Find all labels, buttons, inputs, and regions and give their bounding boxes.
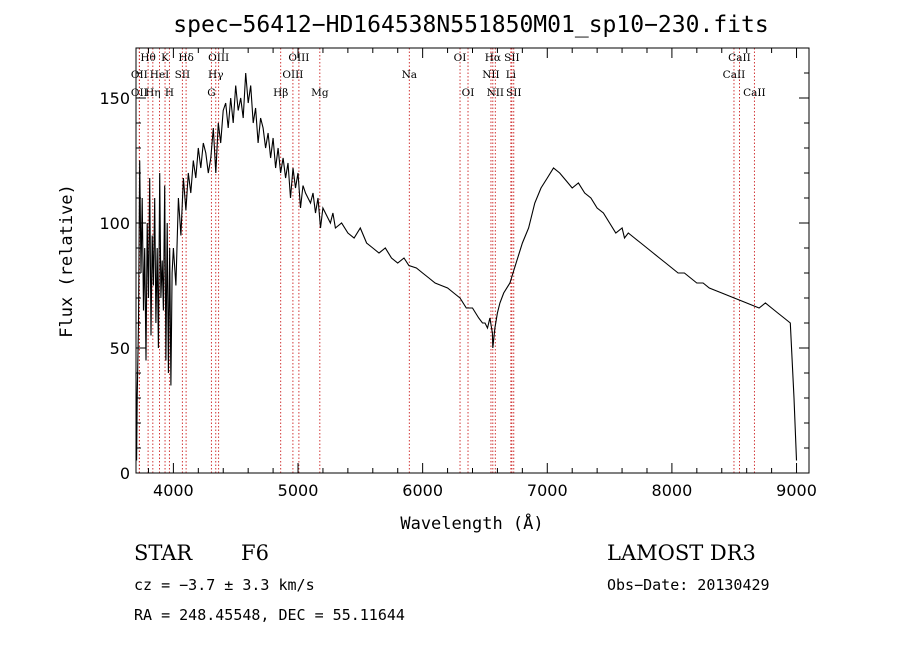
spectral-line-label: CaII xyxy=(723,69,746,81)
spectral-line-label: OIII xyxy=(282,69,303,81)
x-tick-label: 5000 xyxy=(278,481,319,500)
spectral-line-label: Mg xyxy=(311,87,329,99)
spectral-line-label: Hθ xyxy=(140,52,155,64)
observation-date: Obs−Date: 20130429 xyxy=(607,576,770,594)
x-tick-label: 4000 xyxy=(153,481,194,500)
spectral-line-label: Hα xyxy=(485,52,501,64)
spectral-line-label: OII xyxy=(131,87,148,99)
spectral-line-label: OI xyxy=(454,52,467,64)
spectral-line-label: CaII xyxy=(743,87,766,99)
spectral-line-label: HeI xyxy=(150,69,170,81)
y-axis-label: Flux (relative) xyxy=(57,184,77,338)
survey-name: LAMOST DR3 xyxy=(607,541,756,565)
axis-ticks: 4000 5000 6000 7000 8000 9000 0 50 100 150 xyxy=(99,47,817,500)
coordinates-readout: RA = 248.45548, DEC = 55.11644 xyxy=(134,606,405,624)
x-axis-label: Wavelength (Å) xyxy=(400,512,543,534)
spectral-line-label: OIII xyxy=(208,52,229,64)
spectral-line-label: Hβ xyxy=(273,87,288,99)
y-tick-label: 150 xyxy=(99,89,130,108)
spectral-line-label: Li xyxy=(506,69,517,81)
x-tick-label: 7000 xyxy=(527,481,568,500)
spectral-line-label: NII xyxy=(487,87,504,99)
spectral-line-label: Hγ xyxy=(208,69,223,81)
spectral-line-label: K xyxy=(161,52,169,64)
spectral-line-label: Hδ xyxy=(178,52,193,64)
spectral-line-label: Hη xyxy=(145,87,160,99)
redshift-readout: cz = −3.7 ± 3.3 km/s xyxy=(134,576,315,594)
emission-line-markers xyxy=(138,48,755,473)
spectral-line-label: H xyxy=(165,87,174,99)
spectral-line-label: OI xyxy=(462,87,475,99)
x-tick-label: 9000 xyxy=(776,481,817,500)
object-subclass: F6 xyxy=(241,541,269,565)
spectral-line-label: SII xyxy=(504,52,520,64)
y-tick-label: 0 xyxy=(120,464,130,483)
x-tick-label: 8000 xyxy=(652,481,693,500)
spectral-line-label: NII xyxy=(482,69,499,81)
y-tick-label: 100 xyxy=(99,214,130,233)
object-class: STAR xyxy=(134,541,193,565)
x-tick-label: 6000 xyxy=(402,481,443,500)
spectral-line-label: Na xyxy=(402,69,417,81)
spectral-line-label: G xyxy=(207,87,215,99)
y-tick-label: 50 xyxy=(110,339,130,358)
spectral-line-label: OIII xyxy=(288,52,309,64)
spectral-line-label: SII xyxy=(506,87,522,99)
spectral-line-label: SII xyxy=(175,69,191,81)
plot-frame xyxy=(135,47,810,474)
chart-title: spec−56412−HD164538N551850M01_sp10−230.f… xyxy=(173,12,768,38)
spectral-line-label: CaII xyxy=(728,52,751,64)
spectral-line-label: OII xyxy=(131,69,148,81)
flux-series-line xyxy=(135,72,798,461)
